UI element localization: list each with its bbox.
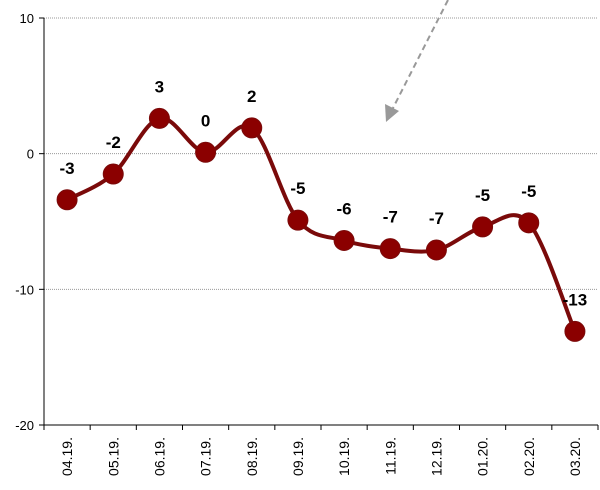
data-label: -7 xyxy=(383,208,398,227)
y-tick-label: -20 xyxy=(15,418,34,433)
data-point xyxy=(56,189,78,211)
data-label: -5 xyxy=(475,186,490,205)
data-point xyxy=(195,141,217,163)
data-label: 2 xyxy=(247,87,256,106)
x-tick-label: 10.19. xyxy=(336,437,352,476)
data-label: 3 xyxy=(155,77,164,96)
data-point xyxy=(379,238,401,260)
data-point xyxy=(148,107,170,129)
y-tick-label: 10 xyxy=(20,11,34,26)
data-point xyxy=(102,163,124,185)
data-point xyxy=(472,216,494,238)
x-tick-label: 07.19. xyxy=(198,437,214,476)
data-labels: -3 -2 3 0 2 -5 -6 -7 -7 -5 -5 -13 xyxy=(60,77,588,309)
data-point xyxy=(425,239,447,261)
data-label: -6 xyxy=(337,199,352,218)
data-label: -7 xyxy=(429,209,444,228)
x-tick-label: 06.19. xyxy=(151,437,167,476)
x-tick-label: 03.20. xyxy=(567,437,583,476)
markers xyxy=(56,107,586,342)
x-tick-label: 12.19. xyxy=(428,437,444,476)
data-point xyxy=(287,209,309,231)
y-tick-label: -10 xyxy=(15,282,34,297)
arrow-shaft xyxy=(391,0,449,111)
x-tick-label: 11.19. xyxy=(382,437,398,475)
y-tick-label: 0 xyxy=(27,147,34,162)
data-label: -5 xyxy=(290,179,305,198)
grid-lines xyxy=(44,17,598,290)
data-point xyxy=(333,229,355,251)
data-label: -2 xyxy=(106,133,121,152)
data-point xyxy=(518,212,540,234)
x-tick-label: 08.19. xyxy=(244,437,260,476)
x-tick-label: 02.20. xyxy=(521,437,537,476)
data-point xyxy=(241,117,263,139)
x-tick-label: 01.20. xyxy=(475,437,491,476)
x-tick-label: 05.19. xyxy=(105,437,121,476)
data-label: -3 xyxy=(60,159,75,178)
y-tick-labels: -20 -10 0 10 xyxy=(15,11,34,433)
series-line-layer xyxy=(65,116,577,334)
axes xyxy=(39,17,599,430)
arrow-head-icon xyxy=(385,104,399,122)
data-point xyxy=(564,320,586,342)
x-tick-labels: 04.19. 05.19. 06.19. 07.19. 08.19. 09.19. 10.1… xyxy=(59,437,583,476)
data-label: -13 xyxy=(563,290,588,309)
series-line xyxy=(65,116,577,334)
x-tick-label: 09.19. xyxy=(290,437,306,476)
data-label: 0 xyxy=(201,111,210,130)
x-tick-label: 04.19. xyxy=(59,437,75,476)
annotation-arrow xyxy=(385,0,449,122)
data-label: -5 xyxy=(521,182,536,201)
